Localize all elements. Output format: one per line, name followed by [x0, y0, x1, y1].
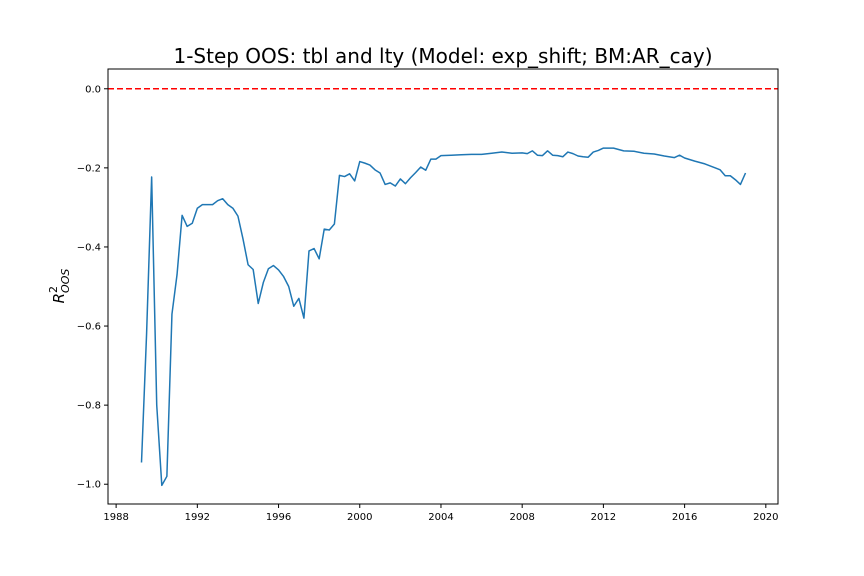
x-tick-label: 2016 [672, 512, 697, 523]
x-tick-label: 2004 [428, 512, 453, 523]
plot-frame [107, 68, 779, 505]
series-line-0 [140, 147, 747, 487]
x-axis: 1988 1992 1996 2000 2004 2008 2012 2016 2020 [103, 504, 779, 523]
y-axis-label-base: R [50, 293, 68, 303]
x-tick-label: 1996 [266, 512, 291, 523]
y-axis-label-superscript: 2 [47, 286, 60, 293]
y-axis: 0.0 −0.2 −0.4 −0.6 −0.8 −1.0 [77, 84, 108, 491]
x-tick-label: 2020 [753, 512, 778, 523]
chart-title: 1-Step OOS: tbl and lty (Model: exp_shif… [173, 44, 712, 68]
y-tick-label: −0.6 [77, 322, 101, 333]
y-tick-label: −0.8 [77, 401, 101, 412]
y-tick-label: −0.2 [77, 163, 101, 174]
y-axis-label: R2OOS [47, 269, 72, 304]
y-tick-label: −0.4 [77, 242, 101, 253]
y-tick-label: 0.0 [85, 84, 101, 95]
x-tick-label: 1988 [103, 512, 128, 523]
y-axis-label-subscript: OOS [59, 269, 72, 293]
x-tick-label: 1992 [185, 512, 210, 523]
plot-area [108, 88, 778, 487]
x-tick-label: 2000 [347, 512, 372, 523]
y-tick-label: −1.0 [77, 480, 101, 491]
x-tick-label: 2012 [591, 512, 616, 523]
x-tick-label: 2008 [509, 512, 534, 523]
